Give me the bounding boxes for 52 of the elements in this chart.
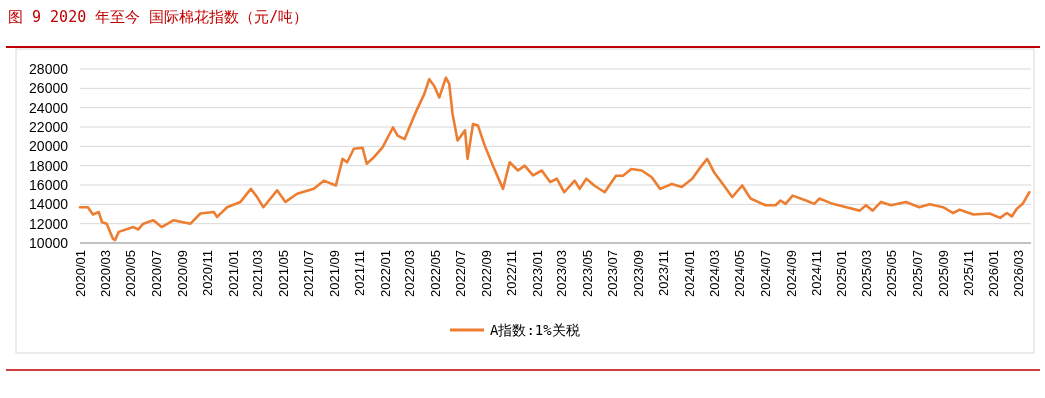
x-tick-label: 2025/03 [858, 250, 874, 297]
x-tick-label: 2020/03 [98, 250, 113, 297]
y-tick-label: 26000 [29, 80, 69, 97]
x-tick-label: 2022/09 [478, 250, 494, 297]
x-tick-label: 2021/05 [275, 250, 291, 297]
x-tick-label: 2022/03 [402, 250, 418, 297]
line-series [78, 76, 1031, 242]
y-tick-label: 16000 [29, 177, 69, 193]
y-tick-label: 22000 [29, 119, 69, 135]
x-tick-label: 2025/05 [884, 250, 900, 297]
x-tick-label: 2023/01 [529, 250, 545, 297]
x-tick-label: 2022/11 [504, 250, 520, 297]
y-tick-label: 28000 [29, 61, 69, 77]
x-tick-label: 2022/01 [377, 250, 393, 297]
x-tick-label: 2021/01 [225, 250, 241, 297]
legend-label: A指数:1%关税 [490, 322, 580, 338]
y-tick-label: 24000 [29, 99, 69, 116]
x-tick-label: 2022/07 [453, 250, 469, 297]
x-tick-label: 2020/05 [123, 250, 139, 297]
chart-title: 图 9 2020 年至今 国际棉花指数（元/吨） [8, 8, 309, 26]
x-tick-label: 2020/11 [200, 250, 216, 297]
legend: A指数:1%关税 [450, 322, 580, 338]
y-tick-label: 18000 [29, 157, 69, 174]
x-tick-label: 2024/07 [757, 250, 773, 297]
x-tick-label: 2021/03 [250, 250, 266, 297]
x-tick-label: 2023/03 [554, 250, 570, 297]
x-tick-label: 2026/03 [1011, 250, 1027, 297]
x-tick-label: 2024/11 [808, 250, 824, 297]
x-tick-label: 2025/11 [961, 250, 977, 297]
x-tick-label: 2026/01 [986, 250, 1002, 297]
x-tick-label: 2024/03 [706, 250, 722, 297]
x-tick-label: 2023/05 [579, 250, 595, 297]
x-tick-label: 2023/09 [631, 250, 647, 297]
y-tick-label: 14000 [29, 196, 69, 213]
x-tick-label: 2024/09 [783, 250, 799, 297]
x-tick-label: 2021/11 [352, 250, 368, 297]
x-tick-label: 2024/01 [681, 250, 697, 297]
x-tick-label: 2025/01 [834, 250, 850, 297]
x-tick-label: 2023/11 [656, 250, 672, 297]
x-tick-label: 2024/05 [732, 250, 748, 297]
x-tick-label: 2020/01 [73, 250, 88, 297]
x-tick-label: 2020/09 [174, 250, 190, 297]
y-tick-label: 10000 [29, 235, 69, 251]
y-tick-label: 12000 [29, 215, 69, 232]
x-tick-label: 2021/07 [300, 250, 316, 297]
x-tick-label: 2020/07 [148, 250, 164, 297]
y-tick-label: 20000 [29, 138, 69, 155]
x-tick-label: 2021/09 [326, 250, 342, 297]
x-tick-label: 2023/07 [605, 250, 621, 297]
x-tick-label: 2025/07 [909, 250, 925, 297]
x-tick-label: 2022/05 [427, 250, 443, 297]
x-tick-label: 2025/09 [935, 250, 951, 297]
